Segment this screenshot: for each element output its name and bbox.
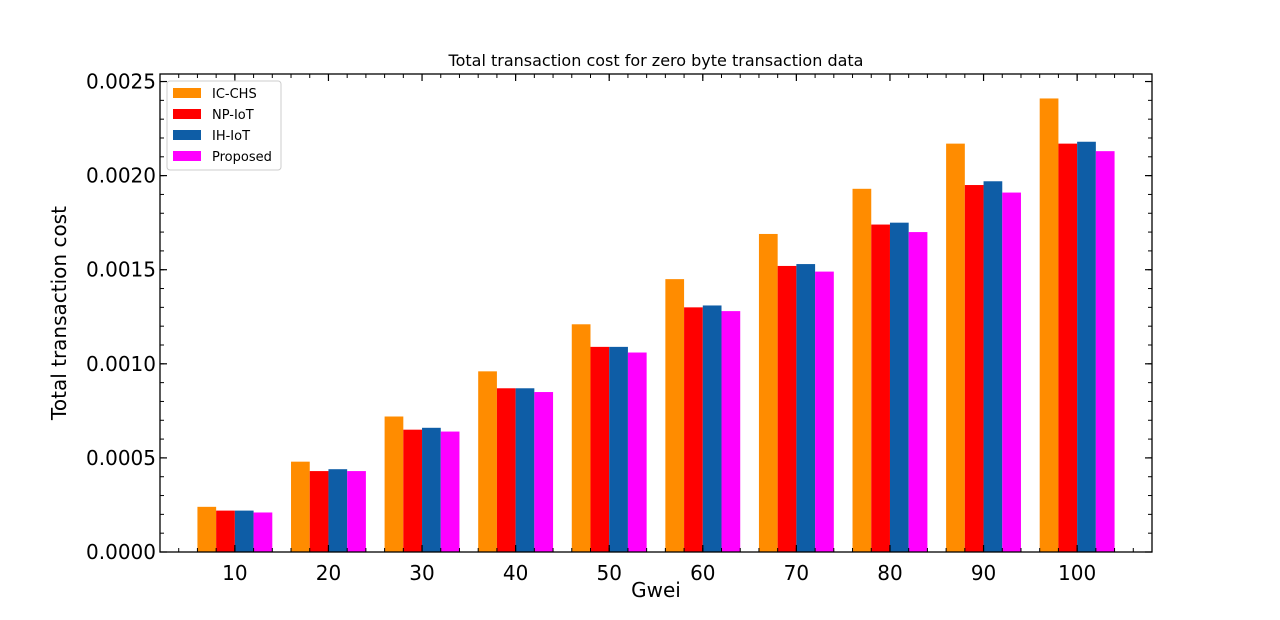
bar-ic-chs-10 [197,506,217,552]
legend-swatch [173,109,201,119]
legend-box [166,80,282,171]
bar-ic-chs-20 [291,461,310,552]
bar-np-iot-70 [777,265,797,552]
bar-np-iot-20 [309,471,329,552]
bar-proposed-20 [347,471,366,552]
x-tick-label: 50 [596,561,621,585]
bar-ic-chs-70 [758,233,778,552]
x-tick-label: 90 [971,561,996,585]
y-tick-label: 0.0025 [86,70,156,94]
legend-label: IH-IoT [212,129,250,144]
bar-ih-iot-80 [889,222,909,553]
bar-ih-iot-20 [328,469,348,552]
bar-ic-chs-60 [665,279,685,552]
bar-np-iot-100 [1058,143,1078,552]
y-axis-label: Total transaction cost [47,206,71,421]
bar-ih-iot-30 [422,427,441,552]
plot-frame [159,73,1153,553]
y-tick-label: 0.0010 [86,352,156,376]
bar-ih-iot-100 [1077,141,1096,552]
bar-proposed-90 [1002,192,1021,552]
bar-ih-iot-70 [796,264,816,552]
chart-title: Total transaction cost for zero byte tra… [448,51,864,70]
legend-swatch [173,151,201,161]
bar-ic-chs-40 [478,371,497,552]
bar-proposed-40 [534,392,554,552]
bar-np-iot-80 [871,224,890,553]
x-tick-label: 100 [1058,561,1096,585]
bars-group [197,98,1115,553]
bar-ic-chs-90 [946,143,965,552]
bar-ih-iot-10 [234,510,254,552]
bar-ih-iot-40 [515,388,535,552]
legend-swatch [173,88,201,98]
bar-proposed-10 [253,512,273,552]
bar-proposed-60 [721,311,741,552]
bar-ic-chs-50 [571,324,591,552]
bar-ic-chs-80 [852,188,872,553]
bar-proposed-70 [815,271,834,552]
x-tick-label: 30 [409,561,434,585]
x-tick-label: 20 [316,561,341,585]
bar-proposed-30 [440,431,460,552]
bar-proposed-80 [908,232,928,552]
y-tick-label: 0.0000 [86,540,156,564]
y-tick-label: 0.0005 [86,446,156,470]
bar-np-iot-90 [964,185,984,552]
x-tick-label: 60 [690,561,715,585]
bar-ih-iot-50 [609,346,628,552]
y-tick-label: 0.0015 [86,258,156,282]
x-tick-label: 80 [877,561,902,585]
bar-proposed-100 [1095,151,1115,552]
bar-np-iot-40 [496,388,516,552]
legend-label: IC-CHS [212,87,257,102]
legend-label: NP-IoT [212,108,254,123]
legend-swatch [173,130,201,140]
legend-label: Proposed [212,150,272,165]
bar-ic-chs-30 [384,416,404,552]
bar-ih-iot-60 [702,305,722,552]
bar-ic-chs-100 [1039,98,1059,553]
axes-group: 0.0000 0.0005 0.0010 0.0015 0.0020 0.0025 10 20… [86,70,1153,585]
y-tick-label: 0.0020 [86,164,156,188]
bar-np-iot-30 [403,429,423,552]
x-tick-label: 10 [222,561,247,585]
x-tick-label: 40 [503,561,528,585]
x-axis-label: Gwei [631,578,681,602]
bar-np-iot-60 [684,307,703,552]
bar-ih-iot-90 [983,181,1003,552]
bar-np-iot-10 [216,510,235,552]
bar-np-iot-50 [590,346,610,552]
legend: IC-CHS NP-IoT IH-IoT Proposed [166,80,282,171]
bar-proposed-50 [627,352,647,552]
x-tick-label: 70 [784,561,809,585]
